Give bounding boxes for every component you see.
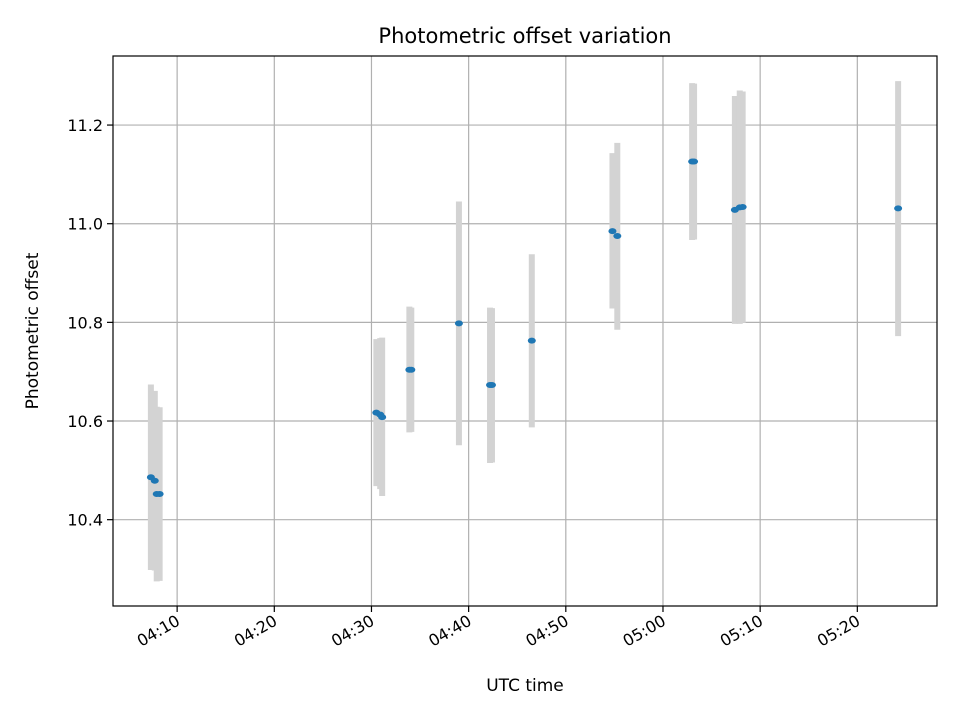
x-tick-label: 04:10 bbox=[134, 611, 183, 651]
data-point bbox=[378, 414, 387, 421]
data-point bbox=[894, 205, 903, 212]
x-tick-label: 05:10 bbox=[717, 611, 766, 651]
data-point bbox=[150, 477, 159, 484]
data-point bbox=[690, 158, 699, 165]
data-point bbox=[613, 233, 622, 240]
plot-area-frame bbox=[112, 55, 938, 607]
data-points bbox=[146, 158, 903, 498]
x-tick-label: 05:00 bbox=[620, 611, 669, 651]
chart-title: Photometric offset variation bbox=[378, 24, 671, 48]
y-tick-label: 11.0 bbox=[67, 215, 103, 234]
data-point bbox=[527, 337, 536, 344]
grid bbox=[113, 56, 937, 606]
data-point bbox=[738, 203, 747, 210]
y-axis: 10.4 10.6 10.8 11.0 11.2 bbox=[67, 116, 113, 530]
data-point bbox=[407, 366, 416, 373]
y-axis-label: Photometric offset bbox=[23, 252, 43, 409]
x-tick-label: 05:20 bbox=[814, 611, 863, 651]
x-tick-label: 04:50 bbox=[522, 611, 571, 651]
y-tick-label: 10.8 bbox=[67, 313, 103, 332]
x-axis-label: UTC time bbox=[486, 676, 564, 696]
y-tick-label: 10.4 bbox=[67, 511, 103, 530]
error-bars bbox=[147, 81, 902, 582]
data-point bbox=[487, 382, 496, 389]
x-axis: 04:10 04:20 04:30 04:40 04:50 05:00 05:10 05:20 bbox=[134, 606, 863, 651]
data-point bbox=[454, 320, 463, 327]
x-tick-label: 04:20 bbox=[231, 611, 280, 651]
y-tick-label: 11.2 bbox=[67, 116, 103, 135]
data-point bbox=[155, 491, 164, 498]
data-point bbox=[608, 228, 617, 235]
y-tick-label: 10.6 bbox=[67, 412, 103, 431]
x-tick-label: 04:30 bbox=[328, 611, 377, 651]
x-tick-label: 04:40 bbox=[425, 611, 474, 651]
